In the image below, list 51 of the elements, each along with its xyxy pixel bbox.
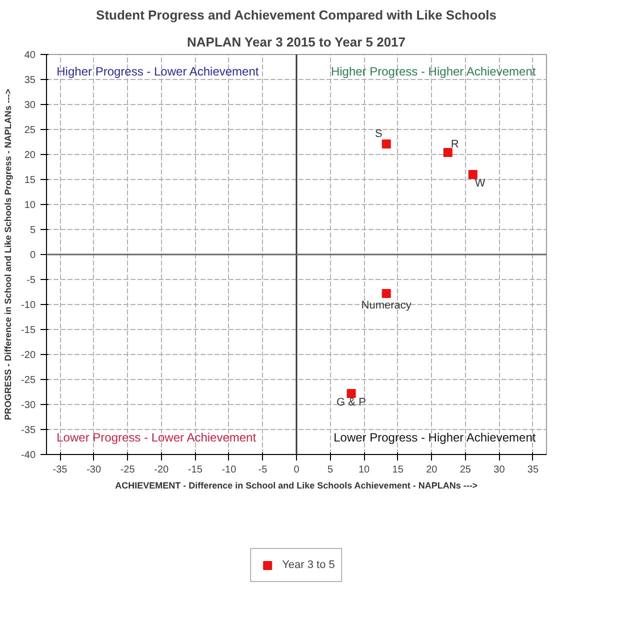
y-tick-label: -30 — [21, 400, 36, 411]
legend-label: Year 3 to 5 — [282, 558, 335, 571]
y-tick-label: 20 — [24, 150, 36, 161]
y-tick-label: 25 — [24, 125, 36, 136]
point — [468, 170, 478, 179]
x-tick-label: 15 — [392, 464, 404, 476]
x-tick-label: 30 — [494, 464, 506, 476]
x-tick-label: -5 — [258, 464, 268, 476]
annotation: S — [375, 128, 382, 140]
y-tick-label: -35 — [21, 425, 36, 436]
annotation: Lower Progress - Higher Achievement — [334, 430, 536, 444]
annotation: R — [450, 138, 459, 150]
x-tick-label: 35 — [527, 464, 539, 476]
point — [443, 148, 452, 157]
point — [382, 289, 391, 298]
x-tick-label: -30 — [86, 464, 102, 476]
y-tick-label: -20 — [21, 350, 36, 361]
chart-title: Student Progress and Achievement Compared with Like Schools — [96, 8, 496, 22]
chart-subtitle: NAPLAN Year 3 2015 to Year 5 2017 — [187, 34, 406, 50]
x-tick-label: -10 — [222, 464, 237, 476]
y-tick-label: -5 — [26, 275, 36, 286]
x-tick-label: 20 — [426, 464, 438, 476]
annotation: G & P — [336, 396, 366, 408]
x-tick-label: 25 — [460, 464, 472, 476]
y-tick-label: -15 — [21, 325, 36, 336]
y-tick-label: 40 — [24, 50, 36, 61]
annotation: W — [474, 178, 486, 190]
x-tick-label: -35 — [52, 464, 68, 476]
y-tick-label: -10 — [21, 300, 36, 311]
x-tick-label: -15 — [188, 464, 203, 476]
x-tick-label: 10 — [358, 464, 370, 476]
annotation: Lower Progress - Lower Achievement — [56, 430, 257, 444]
x-tick-label: 5 — [328, 464, 334, 476]
y-tick-label: 5 — [30, 225, 36, 236]
y-tick-label: 10 — [24, 200, 36, 211]
x-tick-label: 0 — [294, 464, 300, 476]
annotation: Numeracy — [361, 300, 412, 312]
y-tick-label: 30 — [24, 100, 36, 111]
y-tick-label: -25 — [21, 375, 36, 386]
y-tick-label: -40 — [21, 450, 36, 461]
point — [346, 389, 356, 398]
y-tick-label: 35 — [24, 75, 36, 86]
annotation: Higher Progress - Higher Achievement — [330, 64, 536, 78]
y-axis-title: PROGRESS - Difference in School and Like Schools Progress - NAPLANs ---> — [3, 88, 14, 420]
y-tick-label: 15 — [24, 175, 36, 186]
x-tick-label: -25 — [120, 464, 136, 476]
x-tick-label: -20 — [154, 464, 170, 476]
point — [382, 140, 391, 148]
x-axis-title: ACHIEVEMENT - Difference in School and Like Schools Achievement - NAPLANs ---> — [115, 480, 478, 490]
annotation: Higher Progress - Lower Achievement — [56, 64, 260, 78]
y-tick-label: 0 — [30, 250, 36, 261]
